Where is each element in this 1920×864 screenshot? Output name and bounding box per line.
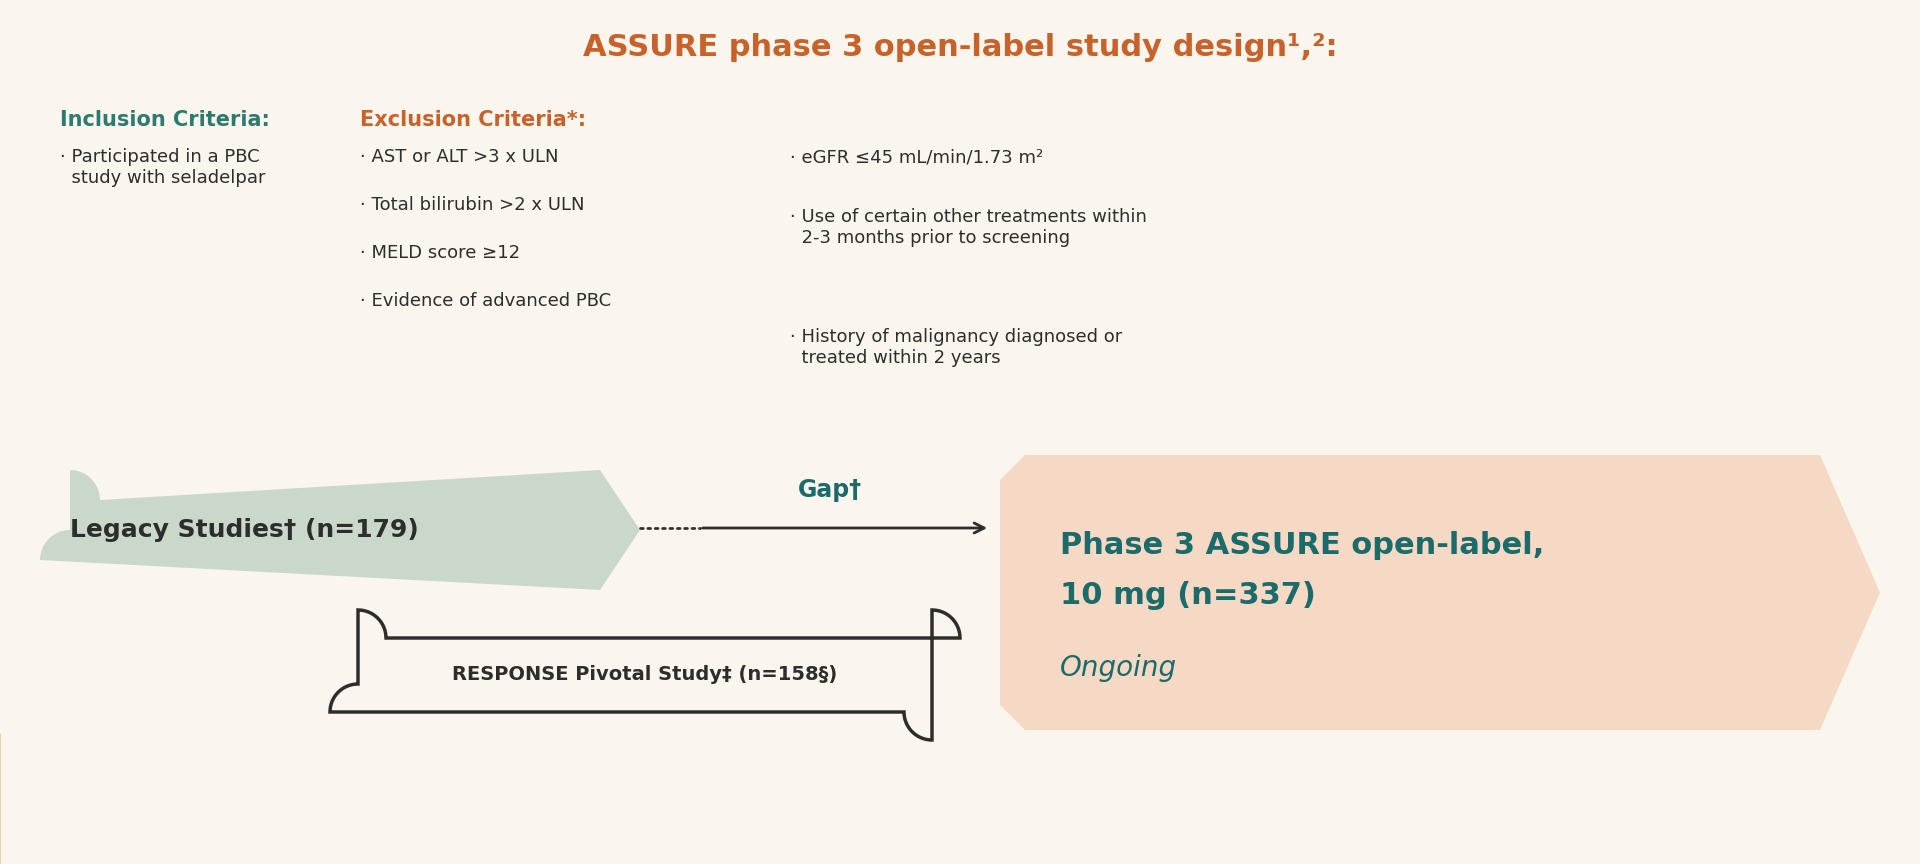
Text: 10 mg (n=337): 10 mg (n=337) (1060, 581, 1315, 609)
Text: Legacy Studies† (n=179): Legacy Studies† (n=179) (69, 518, 419, 542)
Text: · AST or ALT >3 x ULN: · AST or ALT >3 x ULN (361, 148, 559, 166)
Text: · History of malignancy diagnosed or
  treated within 2 years: · History of malignancy diagnosed or tre… (789, 328, 1123, 367)
Text: · Total bilirubin >2 x ULN: · Total bilirubin >2 x ULN (361, 196, 584, 214)
Text: · Participated in a PBC
  study with seladelpar: · Participated in a PBC study with selad… (60, 148, 265, 187)
Polygon shape (40, 470, 639, 590)
Text: · Evidence of advanced PBC: · Evidence of advanced PBC (361, 292, 611, 310)
Polygon shape (1000, 455, 1880, 730)
Text: · eGFR ≤45 mL/min/1.73 m²: · eGFR ≤45 mL/min/1.73 m² (789, 148, 1043, 166)
Text: Gap†: Gap† (799, 478, 862, 502)
Text: · MELD score ≥12: · MELD score ≥12 (361, 244, 520, 262)
Polygon shape (330, 610, 960, 740)
Text: ASSURE phase 3 open-label study design¹,²:: ASSURE phase 3 open-label study design¹,… (582, 34, 1338, 62)
Text: Phase 3 ASSURE open-label,: Phase 3 ASSURE open-label, (1060, 530, 1544, 560)
Text: Ongoing: Ongoing (1060, 654, 1177, 682)
Text: Exclusion Criteria*:: Exclusion Criteria*: (361, 110, 586, 130)
Text: · Use of certain other treatments within
  2-3 months prior to screening: · Use of certain other treatments within… (789, 208, 1146, 247)
Text: Inclusion Criteria:: Inclusion Criteria: (60, 110, 271, 130)
Text: RESPONSE Pivotal Study‡ (n=158§): RESPONSE Pivotal Study‡ (n=158§) (453, 665, 837, 684)
